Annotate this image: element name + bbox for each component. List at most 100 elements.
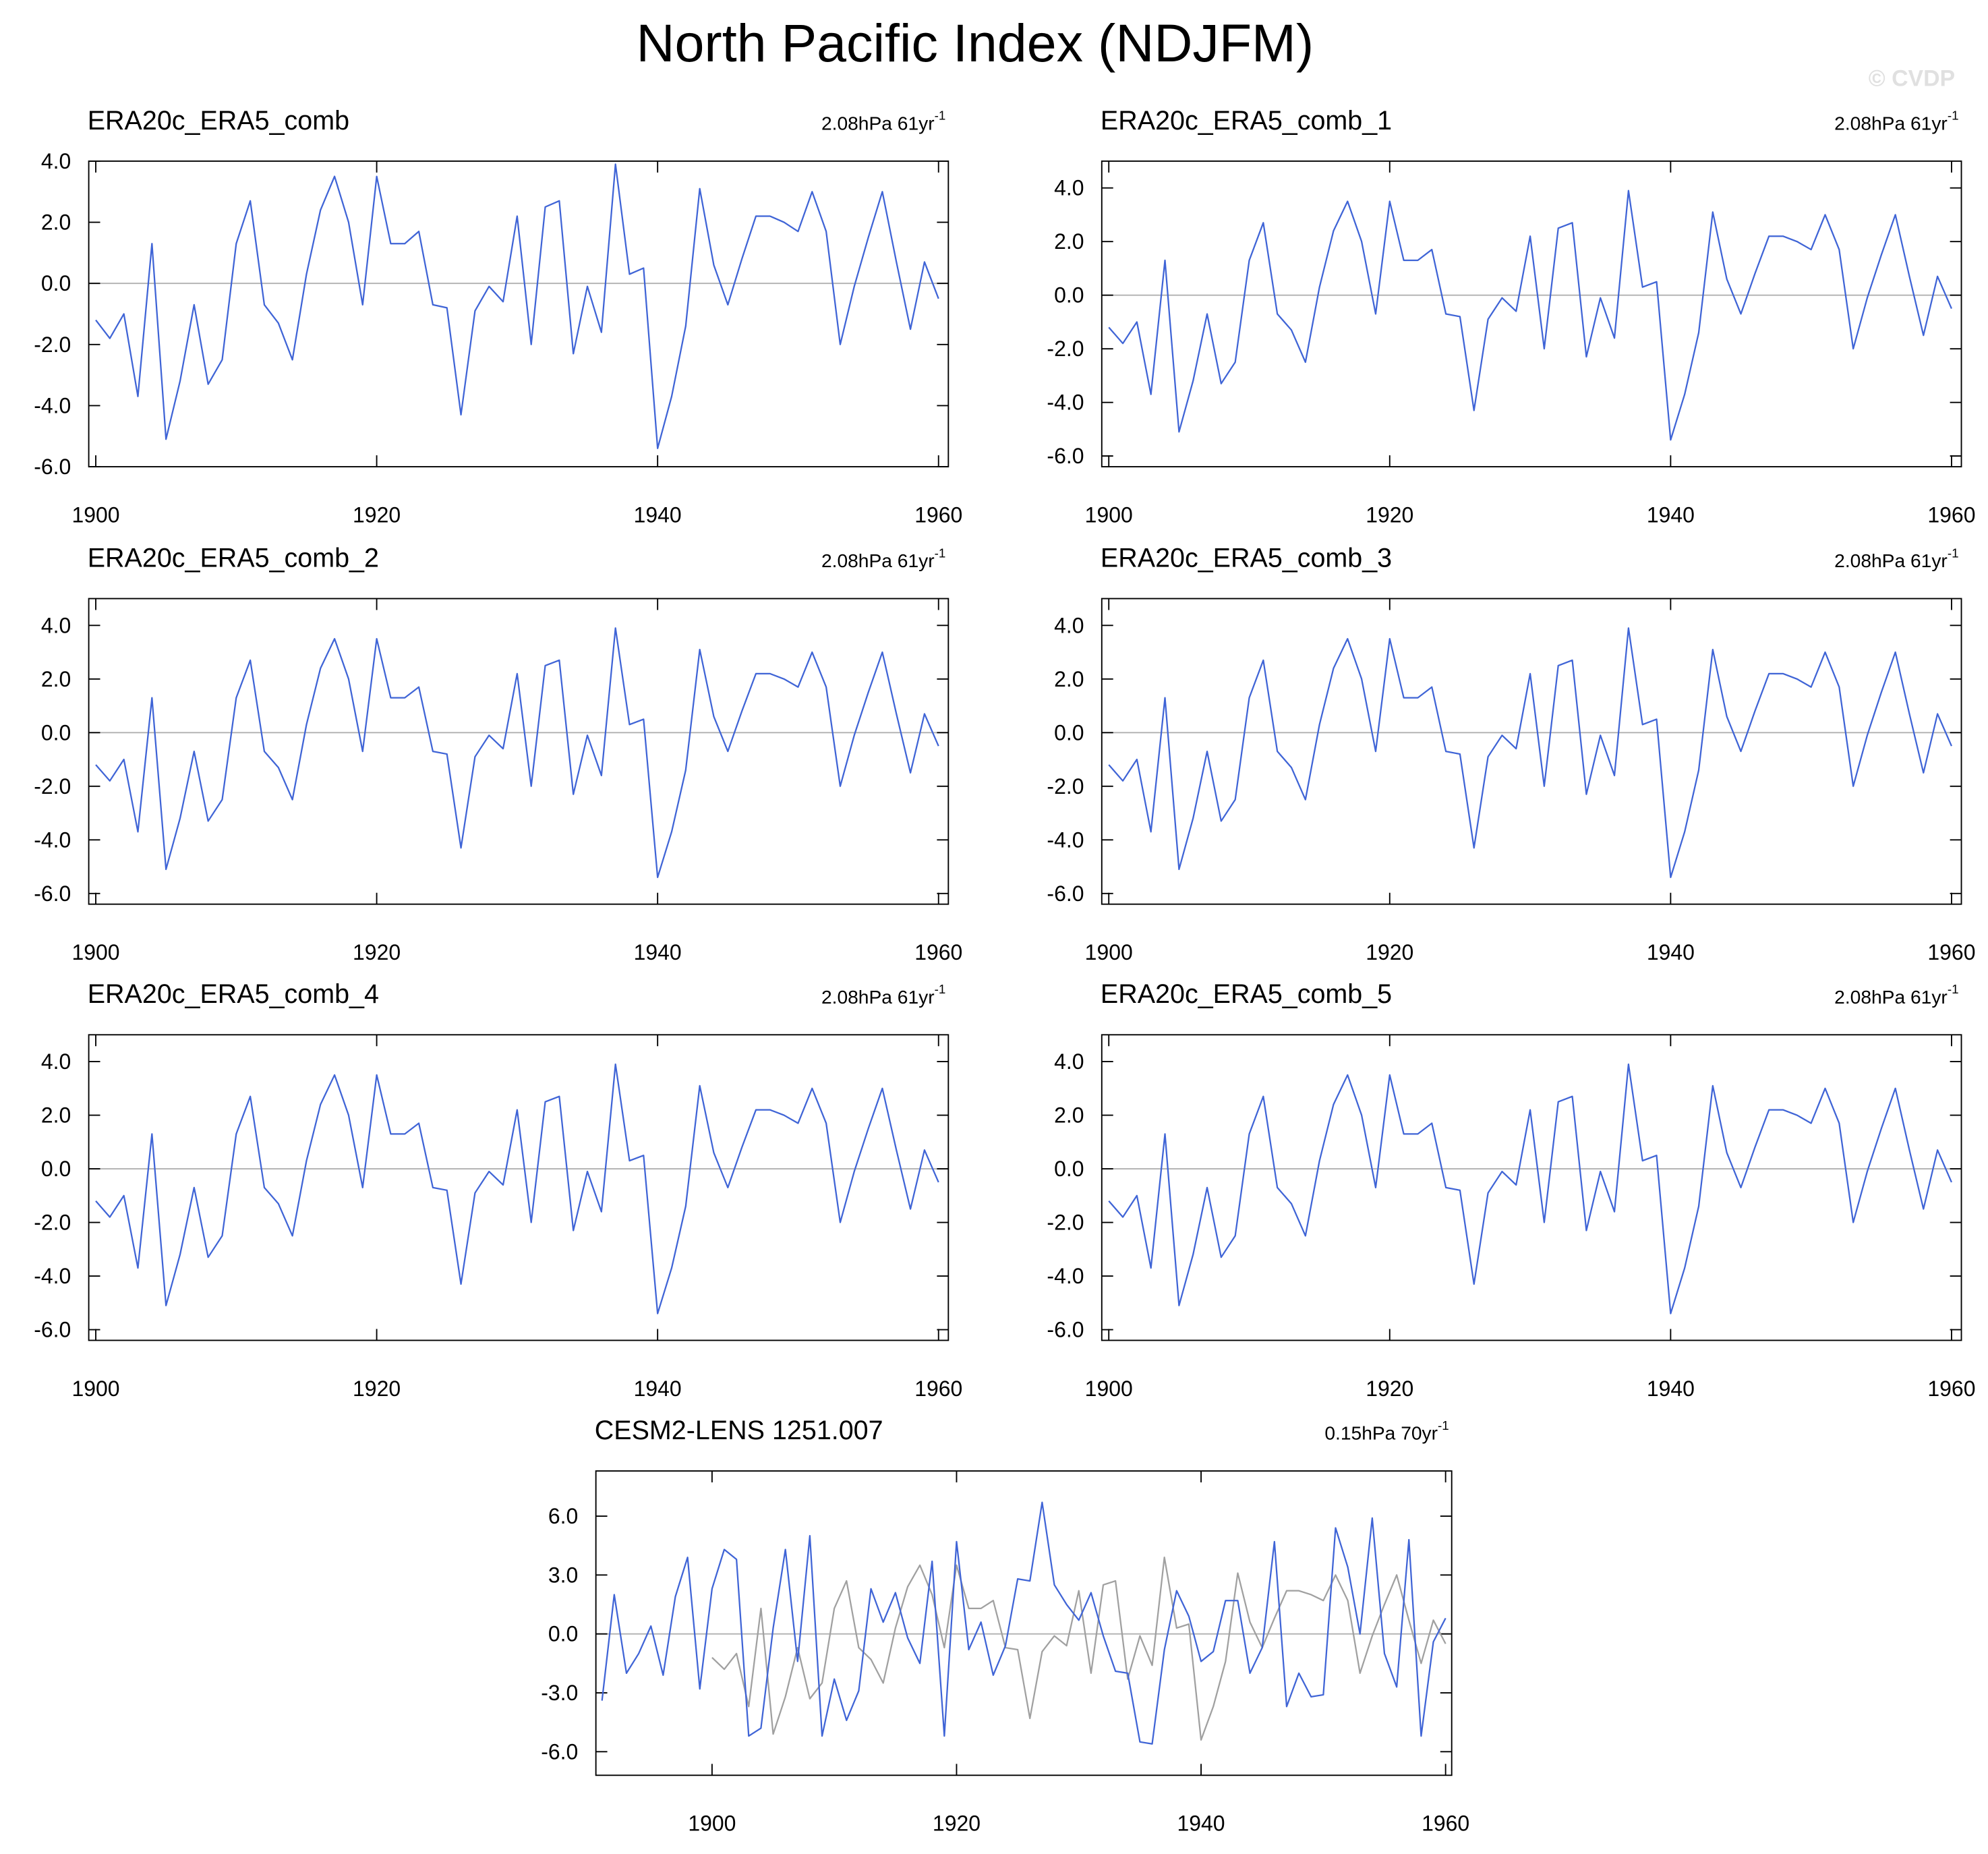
y-tick-label: -2.0 xyxy=(1047,1211,1084,1235)
x-tick-label: 1940 xyxy=(634,940,682,964)
y-tick-label: -2.0 xyxy=(1047,774,1084,799)
y-tick-label: 0.0 xyxy=(1054,283,1084,308)
panel-title: ERA20c_ERA5_comb_1 xyxy=(1101,106,1392,136)
y-tick-label: -2.0 xyxy=(1047,337,1084,361)
y-tick-label: 0.0 xyxy=(41,1157,71,1181)
x-tick-label: 1900 xyxy=(71,940,119,964)
x-tick-label: 1960 xyxy=(1927,1377,1975,1401)
plot-frame xyxy=(1101,1034,1962,1341)
trend-exponent: -1 xyxy=(1948,546,1959,560)
y-tick-label: 0.0 xyxy=(41,720,71,745)
y-tick-label: 2.0 xyxy=(41,667,71,691)
y-tick-label: -4.0 xyxy=(34,393,71,417)
trend-text: 2.08hPa 61yr xyxy=(1834,550,1948,571)
y-tick-label: 4.0 xyxy=(1054,613,1084,637)
x-tick-label: 1940 xyxy=(1647,940,1695,964)
y-tick-label: -4.0 xyxy=(1047,828,1084,852)
y-tick-label: 2.0 xyxy=(1054,1103,1084,1128)
y-tick-label: -4.0 xyxy=(1047,390,1084,415)
x-tick-label: 1920 xyxy=(1366,502,1413,527)
y-tick-label: 4.0 xyxy=(1054,1049,1084,1074)
x-tick-label: 1960 xyxy=(914,1377,962,1401)
plot-frame xyxy=(1101,598,1962,905)
watermark: © CVDP xyxy=(1869,66,1955,92)
x-tick-label: 1900 xyxy=(1085,1377,1133,1401)
x-tick-label: 1920 xyxy=(353,1377,401,1401)
y-tick-label: -6.0 xyxy=(34,881,71,906)
y-tick-label: 2.0 xyxy=(41,210,71,235)
x-tick-label: 1940 xyxy=(1647,502,1695,527)
y-tick-label: 4.0 xyxy=(41,1049,71,1074)
x-tick-label: 1960 xyxy=(1422,1812,1469,1836)
x-tick-label: 1920 xyxy=(933,1812,981,1836)
x-tick-label: 1960 xyxy=(1927,502,1975,527)
y-tick-label: -2.0 xyxy=(34,1211,71,1235)
panel: ERA20c_ERA5_comb_2 2.08hPa 61yr -1 -6.0 -4.0… xyxy=(34,543,962,964)
x-tick-label: 1960 xyxy=(914,502,962,527)
plot-frame xyxy=(595,1470,1453,1776)
x-tick-label: 1920 xyxy=(1366,940,1413,964)
y-tick-label: -4.0 xyxy=(34,1264,71,1288)
y-tick-label: -2.0 xyxy=(34,774,71,799)
panel: ERA20c_ERA5_comb_5 2.08hPa 61yr -1 -6.0 -4.0… xyxy=(1047,979,1975,1401)
y-tick-label: -6.0 xyxy=(34,1318,71,1342)
panel: ERA20c_ERA5_comb_4 2.08hPa 61yr -1 -6.0 -4.0… xyxy=(34,979,962,1401)
series-line xyxy=(711,1557,1446,1741)
y-tick-label: 0.0 xyxy=(1054,1157,1084,1181)
series-line xyxy=(95,627,939,879)
y-tick-label: 6.0 xyxy=(548,1504,578,1528)
x-tick-label: 1940 xyxy=(634,502,682,527)
series-line xyxy=(1108,1063,1952,1314)
y-tick-label: -6.0 xyxy=(1047,881,1084,906)
x-tick-label: 1900 xyxy=(688,1812,736,1836)
y-tick-label: -6.0 xyxy=(541,1739,578,1764)
trend-text: 2.08hPa 61yr xyxy=(1834,986,1948,1008)
y-tick-label: -3.0 xyxy=(541,1681,578,1705)
trend-text: 2.08hPa 61yr xyxy=(821,550,935,571)
x-tick-label: 1960 xyxy=(914,940,962,964)
y-tick-label: -6.0 xyxy=(1047,444,1084,468)
y-tick-label: 4.0 xyxy=(41,149,71,173)
figure-title: North Pacific Index (NDJFM) xyxy=(636,13,1314,73)
trend-exponent: -1 xyxy=(1948,109,1959,123)
panel-title: ERA20c_ERA5_comb_5 xyxy=(1101,979,1392,1009)
y-tick-label: -4.0 xyxy=(1047,1264,1084,1288)
y-tick-label: 0.0 xyxy=(41,271,71,295)
x-tick-label: 1900 xyxy=(71,1377,119,1401)
plot-frame xyxy=(88,598,949,905)
y-tick-label: 3.0 xyxy=(548,1563,578,1587)
trend-exponent: -1 xyxy=(935,109,946,123)
y-tick-label: 0.0 xyxy=(548,1622,578,1646)
panel: ERA20c_ERA5_comb_1 2.08hPa 61yr -1 -6.0 -4.0… xyxy=(1047,106,1975,527)
series-line xyxy=(95,1063,939,1314)
trend-text: 0.15hPa 70yr xyxy=(1324,1422,1438,1444)
trend-exponent: -1 xyxy=(935,546,946,560)
panel-title: ERA20c_ERA5_comb_2 xyxy=(88,543,379,573)
x-tick-label: 1900 xyxy=(1085,502,1133,527)
panel-title: ERA20c_ERA5_comb xyxy=(88,106,349,136)
trend-text: 2.08hPa 61yr xyxy=(821,113,935,134)
trend-text: 2.08hPa 61yr xyxy=(1834,113,1948,134)
plot-frame xyxy=(88,1034,949,1341)
plot-frame xyxy=(1101,160,1962,467)
panel-title: ERA20c_ERA5_comb_3 xyxy=(1101,543,1392,573)
x-tick-label: 1940 xyxy=(634,1377,682,1401)
y-tick-label: -6.0 xyxy=(34,455,71,479)
panel-title: ERA20c_ERA5_comb_4 xyxy=(88,979,379,1009)
panel-title: CESM2-LENS 1251.007 xyxy=(595,1416,883,1445)
y-tick-label: 2.0 xyxy=(41,1103,71,1128)
trend-exponent: -1 xyxy=(935,982,946,996)
y-tick-label: -6.0 xyxy=(1047,1318,1084,1342)
y-tick-label: -2.0 xyxy=(34,332,71,357)
y-tick-label: -4.0 xyxy=(34,828,71,852)
x-tick-label: 1920 xyxy=(1366,1377,1413,1401)
x-tick-label: 1900 xyxy=(1085,940,1133,964)
panel: ERA20c_ERA5_comb_3 2.08hPa 61yr -1 -6.0 -4.0… xyxy=(1047,543,1975,964)
trend-exponent: -1 xyxy=(1948,982,1959,996)
plot-frame xyxy=(88,160,949,467)
trend-text: 2.08hPa 61yr xyxy=(821,986,935,1008)
trend-exponent: -1 xyxy=(1438,1418,1449,1432)
x-tick-label: 1920 xyxy=(353,940,401,964)
